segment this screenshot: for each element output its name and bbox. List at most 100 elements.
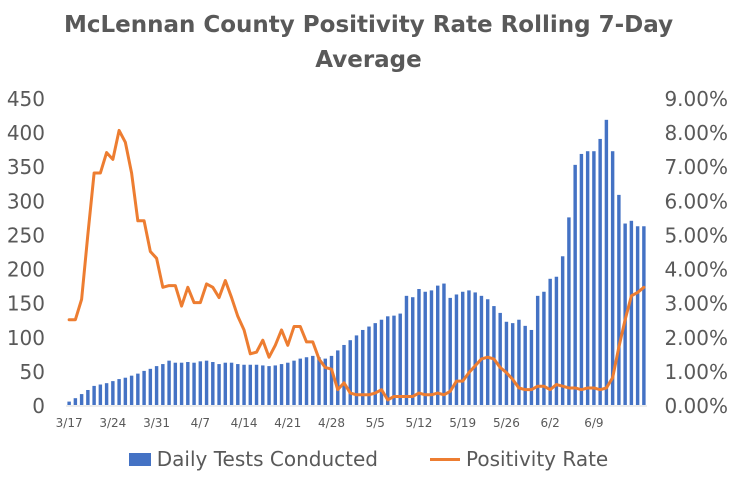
x-tick-label: 4/21 — [274, 416, 301, 430]
right-tick-label: 5.00% — [664, 223, 728, 247]
bar — [79, 394, 84, 405]
bar — [304, 357, 309, 405]
bar — [610, 151, 615, 405]
bar — [417, 289, 421, 405]
bar — [286, 362, 290, 405]
bar — [317, 357, 321, 405]
bar — [510, 323, 515, 405]
bar — [598, 138, 602, 405]
left-tick-label: 0 — [32, 394, 45, 418]
bar — [298, 358, 302, 405]
right-tick-label: 8.00% — [664, 121, 728, 145]
left-tick-label: 150 — [7, 292, 45, 316]
bar — [617, 194, 621, 405]
x-tick-label: 3/31 — [143, 416, 170, 430]
chart-title-line-2: Average — [315, 47, 422, 73]
x-tick-label: 3/17 — [56, 416, 83, 430]
bar — [223, 362, 228, 405]
bar — [111, 381, 115, 405]
chart-title-line-1: McLennan County Positivity Rate Rolling … — [63, 12, 674, 38]
right-tick-label: 0.00% — [664, 394, 728, 418]
x-tick-label: 4/28 — [318, 416, 345, 430]
bar — [267, 366, 271, 405]
bar — [560, 256, 565, 405]
bar — [323, 358, 327, 405]
bar — [436, 285, 440, 405]
bar — [392, 315, 396, 405]
bar — [448, 297, 452, 405]
bar — [460, 291, 465, 405]
bar — [454, 294, 459, 405]
bar — [585, 151, 590, 405]
legend-item-positivity: Positivity Rate — [429, 447, 609, 471]
bar — [248, 364, 253, 405]
bar — [404, 295, 409, 405]
right-tick-label: 4.00% — [664, 258, 728, 282]
bar — [142, 370, 146, 405]
right-tick-label: 6.00% — [664, 189, 728, 213]
left-tick-label: 200 — [7, 258, 45, 282]
x-tick-label: 5/12 — [405, 416, 432, 430]
bar — [529, 329, 534, 405]
bar — [535, 295, 540, 405]
left-tick-label: 350 — [7, 155, 45, 179]
bar — [517, 319, 521, 405]
right-tick-label: 9.00% — [664, 87, 728, 111]
x-tick-label: 5/5 — [366, 416, 385, 430]
bar — [479, 295, 484, 405]
bar — [192, 362, 196, 405]
legend-label-positivity: Positivity Rate — [465, 447, 609, 471]
bar — [186, 362, 190, 405]
bar — [92, 385, 96, 405]
bar — [592, 151, 596, 405]
right-tick-label: 1.00% — [664, 360, 728, 384]
bar — [523, 325, 527, 405]
bar — [336, 350, 340, 405]
bar — [261, 365, 265, 405]
bar — [492, 306, 496, 405]
bar — [254, 364, 259, 405]
legend-bar-swatch — [128, 452, 151, 466]
bar — [104, 383, 109, 405]
bar — [217, 364, 221, 405]
x-tick-label: 4/14 — [231, 416, 258, 430]
bar — [154, 366, 159, 405]
bar — [229, 362, 234, 405]
bar — [354, 335, 359, 405]
bar — [86, 389, 90, 405]
x-tick-label: 5/19 — [449, 416, 476, 430]
bar — [629, 220, 634, 405]
bar — [473, 292, 477, 405]
bar — [129, 375, 134, 405]
x-tick-label: 3/24 — [99, 416, 126, 430]
bars-series — [67, 119, 646, 405]
bar — [573, 164, 577, 405]
bar — [411, 297, 415, 405]
bar — [367, 326, 371, 405]
bar — [442, 283, 446, 405]
bar — [242, 364, 246, 405]
bar — [604, 119, 609, 405]
right-axis-ticks: 0.00% 1.00% 2.00% 3.00% 4.00% 5.00% 6.00% 7.00%… — [664, 87, 728, 418]
bar — [73, 398, 78, 405]
left-tick-label: 50 — [20, 360, 45, 384]
bar — [161, 364, 165, 405]
bar — [311, 355, 315, 405]
bar — [361, 329, 365, 405]
bar — [342, 344, 346, 405]
bar — [398, 313, 402, 405]
bar — [423, 291, 427, 405]
bar — [236, 364, 240, 405]
bar — [198, 361, 203, 405]
bar — [173, 362, 178, 405]
bar — [386, 316, 390, 405]
bar — [204, 360, 209, 405]
bar — [179, 362, 184, 405]
left-tick-label: 300 — [7, 189, 45, 213]
bar — [542, 291, 546, 405]
bar — [148, 368, 153, 405]
x-axis-ticks: 3/17 3/24 3/31 4/7 4/14 4/21 4/28 5/5 5/12 5/19 5/… — [56, 416, 604, 430]
legend: Daily Tests Conducted Positivity Rate — [0, 446, 737, 472]
left-tick-label: 400 — [7, 121, 45, 145]
